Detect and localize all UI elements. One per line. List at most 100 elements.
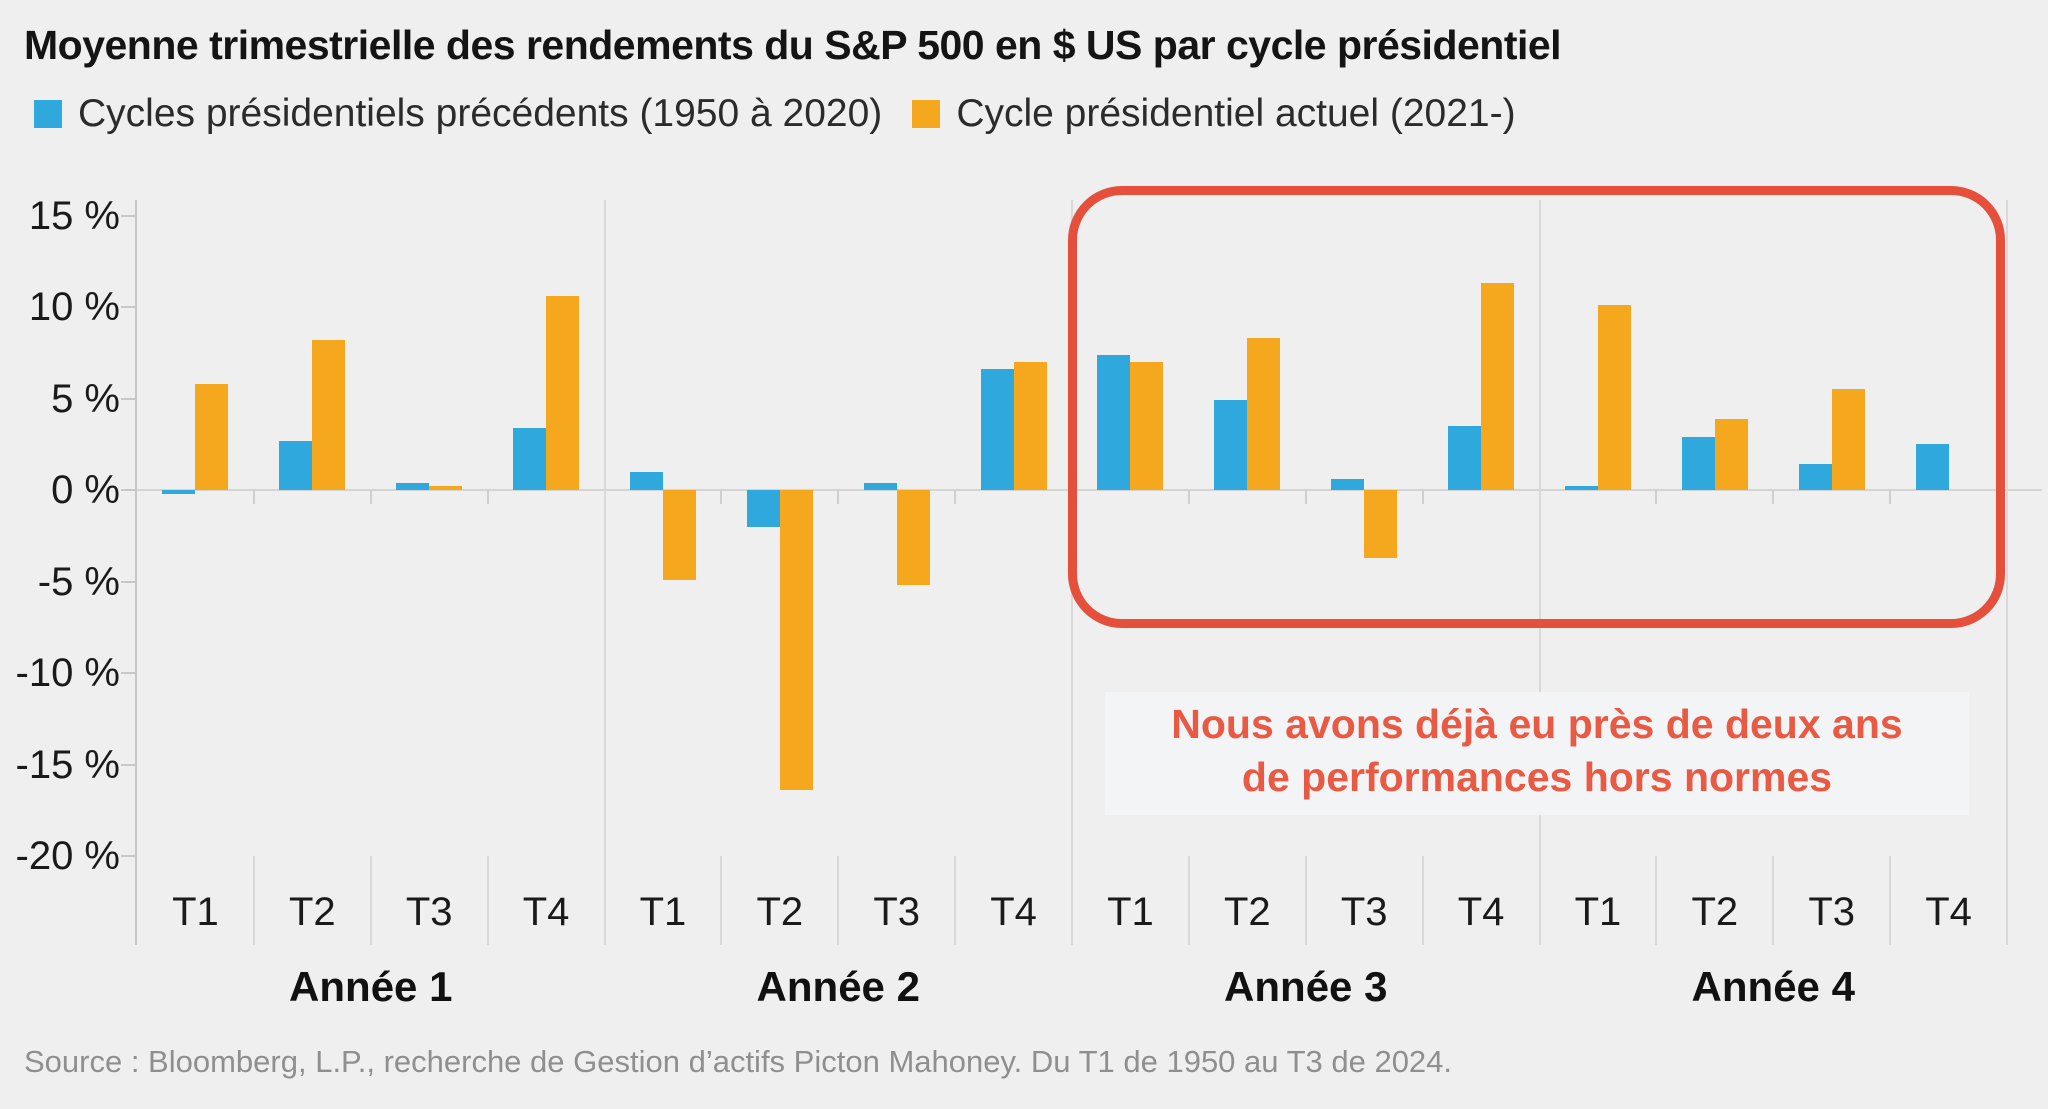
bar-current-cycle — [546, 296, 580, 490]
y-axis-tick — [121, 214, 135, 217]
bar-previous-cycles — [1915, 444, 1949, 490]
bar-current-cycle — [312, 339, 346, 490]
quarter-separator-tick — [252, 856, 255, 945]
bar-current-cycle — [1247, 338, 1281, 490]
bar-previous-cycles — [162, 490, 196, 494]
source-note: Source : Bloomberg, L.P., recherche de G… — [24, 1044, 1453, 1079]
quarter-tick — [1772, 490, 1775, 504]
quarter-separator-tick — [837, 856, 840, 945]
zero-line — [137, 489, 2042, 491]
quarter-separator-tick — [954, 856, 957, 945]
y-axis-tick — [121, 580, 135, 583]
annotation-line-1: Nous avons déjà eu près de deux ans — [1171, 701, 1903, 747]
year-label: Année 3 — [1224, 963, 1388, 1010]
quarter-tick — [837, 490, 840, 504]
bar-current-cycle — [779, 490, 813, 791]
legend-item-current-cycle: Cycle présidentiel actuel (2021-) — [912, 92, 1516, 136]
quarter-label: T3 — [1340, 890, 1388, 934]
bar-previous-cycles — [746, 490, 780, 527]
y-axis-tick-label: 5 % — [51, 376, 120, 421]
legend-label-previous-cycles: Cycles présidentiels précédents (1950 à … — [78, 92, 883, 135]
quarter-separator-tick — [720, 856, 723, 945]
y-axis-tick — [121, 855, 135, 857]
quarter-label: T4 — [1925, 890, 1972, 934]
bar-current-cycle — [1364, 490, 1398, 558]
bar-previous-cycles — [513, 427, 547, 490]
quarter-separator-tick — [486, 856, 489, 945]
bar-previous-cycles — [279, 440, 313, 490]
quarter-label: T1 — [1574, 890, 1622, 934]
y-axis-tick — [121, 489, 135, 491]
bar-current-cycle — [429, 486, 463, 490]
legend-label-current-cycle: Cycle présidentiel actuel (2021-) — [956, 92, 1516, 135]
quarter-label: T3 — [405, 890, 453, 934]
legend: Cycles présidentiels précédents (1950 à … — [34, 92, 1516, 136]
bar-current-cycle — [1130, 361, 1164, 490]
bar-previous-cycles — [980, 369, 1014, 490]
legend-swatch-blue — [34, 100, 62, 128]
legend-swatch-orange — [912, 100, 941, 128]
chart-title: Moyenne trimestrielle des rendements du … — [24, 22, 1562, 68]
quarter-label: T3 — [873, 890, 921, 934]
quarter-tick — [1421, 490, 1424, 504]
y-axis-tick-label: -15 % — [15, 742, 121, 787]
y-axis-tick — [121, 397, 135, 400]
y-axis-tick-label: -10 % — [15, 651, 121, 695]
year-separator-line — [1538, 200, 1541, 945]
quarter-label: T3 — [1808, 890, 1856, 934]
y-axis-tick — [121, 763, 135, 766]
bar-previous-cycles — [1564, 486, 1598, 490]
quarter-label: T1 — [639, 890, 687, 934]
bar-previous-cycles — [629, 471, 663, 490]
quarter-label: T1 — [172, 890, 219, 934]
y-axis-tick — [121, 306, 135, 308]
bar-previous-cycles — [863, 482, 897, 490]
quarter-label: T4 — [522, 890, 570, 934]
quarter-separator-tick — [369, 856, 372, 945]
year-label: Année 2 — [756, 963, 920, 1010]
quarter-tick — [1655, 490, 1658, 504]
quarter-separator-tick — [1889, 856, 1892, 945]
y-axis-tick-label: 0 % — [51, 468, 120, 512]
quarter-separator-tick — [1772, 856, 1775, 945]
quarter-tick — [486, 490, 489, 504]
quarter-label: T4 — [1457, 890, 1505, 934]
year-label: Année 4 — [1691, 963, 1855, 1010]
y-axis-tick-label: 10 % — [28, 285, 120, 329]
quarter-tick — [720, 490, 723, 504]
quarter-separator-tick — [1655, 856, 1658, 945]
legend-item-previous-cycles: Cycles présidentiels précédents (1950 à … — [34, 92, 882, 136]
annotation-text: Nous avons déjà eu près de deux ans de p… — [1105, 692, 1969, 815]
bar-current-cycle — [1714, 418, 1748, 490]
quarter-tick — [369, 490, 372, 504]
quarter-tick — [1889, 490, 1892, 504]
bar-previous-cycles — [1448, 425, 1482, 490]
highlight-box-annotation — [1068, 186, 2005, 628]
bar-previous-cycles — [1097, 354, 1131, 490]
y-axis-tick-label: -20 % — [15, 834, 121, 878]
quarter-label: T2 — [288, 890, 336, 934]
quarter-label: T2 — [1223, 890, 1271, 934]
annotation-line-2: de performances hors normes — [1241, 754, 1833, 801]
bar-previous-cycles — [1798, 464, 1832, 490]
bar-current-cycle — [662, 490, 696, 580]
bar-previous-cycles — [396, 482, 430, 490]
y-axis-tick-label: 15 % — [28, 193, 120, 238]
quarter-label: T4 — [990, 890, 1037, 934]
year-label: Année 1 — [289, 963, 453, 1010]
quarter-separator-tick — [1421, 856, 1424, 945]
bar-current-cycle — [896, 490, 930, 586]
year-separator-line — [603, 200, 606, 945]
bar-current-cycle — [195, 383, 229, 490]
quarter-separator-tick — [1187, 856, 1190, 945]
quarter-tick — [1187, 490, 1190, 504]
bar-current-cycle — [1481, 283, 1515, 490]
bar-previous-cycles — [1681, 436, 1715, 490]
bar-previous-cycles — [1331, 479, 1365, 490]
y-axis-tick-label: -5 % — [37, 559, 120, 604]
year-separator-line — [2006, 200, 2008, 945]
quarter-tick — [252, 490, 255, 504]
quarter-tick — [954, 490, 957, 504]
y-axis-tick — [121, 672, 135, 674]
